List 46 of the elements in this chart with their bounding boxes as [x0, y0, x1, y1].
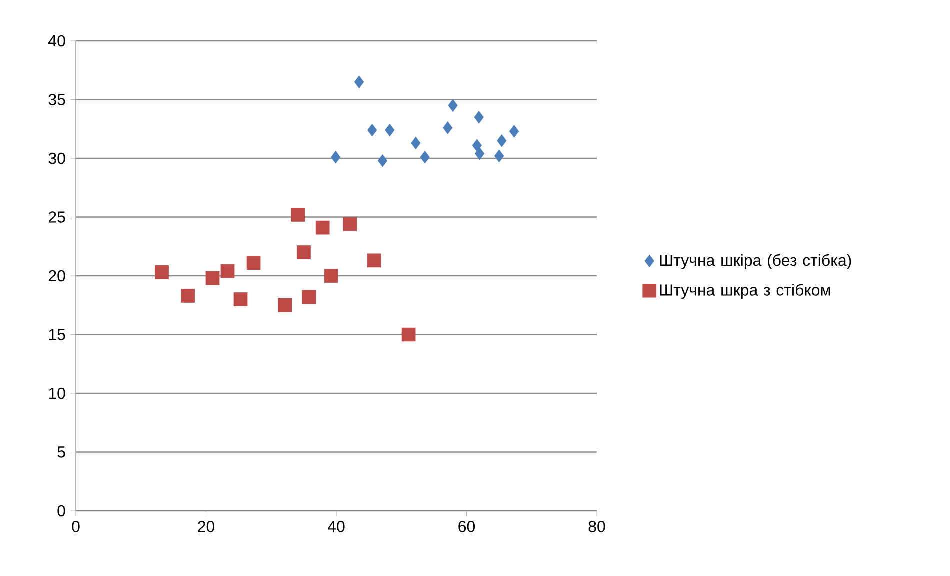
- point: [443, 122, 453, 134]
- x-tick-label: 60: [458, 521, 476, 532]
- point: [448, 99, 458, 112]
- point: [206, 271, 220, 286]
- point: [234, 292, 248, 306]
- point: [302, 290, 316, 304]
- x-tick-label: 80: [588, 521, 606, 532]
- point: [220, 264, 235, 278]
- point: [411, 136, 421, 150]
- point: [368, 124, 378, 137]
- x-tick-label: 0: [72, 521, 80, 532]
- point: [510, 125, 520, 138]
- point: [246, 256, 261, 270]
- point: [475, 148, 485, 160]
- point: [291, 208, 306, 222]
- point: [297, 246, 311, 260]
- point: [181, 289, 195, 303]
- point: [343, 217, 358, 232]
- point: [324, 269, 338, 283]
- point: [367, 254, 382, 268]
- legend-label: Штучна шкіра (без стібка): [660, 254, 852, 270]
- y-tick-label: 15: [49, 329, 66, 340]
- point: [378, 154, 388, 168]
- x-tick-label: 40: [328, 521, 345, 532]
- y-tick-label: 25: [48, 212, 66, 223]
- point: [155, 266, 169, 280]
- legend-label: Штучна шкра з стібком: [660, 284, 830, 300]
- point: [385, 124, 395, 137]
- y-tick-label: 30: [48, 152, 66, 164]
- y-tick-label: 40: [48, 35, 66, 47]
- point: [316, 220, 330, 235]
- point: [472, 139, 482, 152]
- point: [354, 76, 364, 88]
- x-tick-label: 20: [198, 521, 215, 532]
- y-tick-label: 10: [49, 388, 66, 400]
- y-tick-label: 5: [58, 446, 66, 458]
- point: [497, 134, 507, 148]
- point: [420, 151, 430, 164]
- y-tick-label: 20: [48, 270, 66, 282]
- point: [494, 150, 504, 162]
- y-tick-label: 0: [58, 505, 66, 517]
- point: [278, 298, 292, 312]
- point: [331, 151, 341, 164]
- point: [474, 111, 484, 124]
- y-tick-label: 35: [48, 94, 66, 106]
- point: [402, 328, 416, 342]
